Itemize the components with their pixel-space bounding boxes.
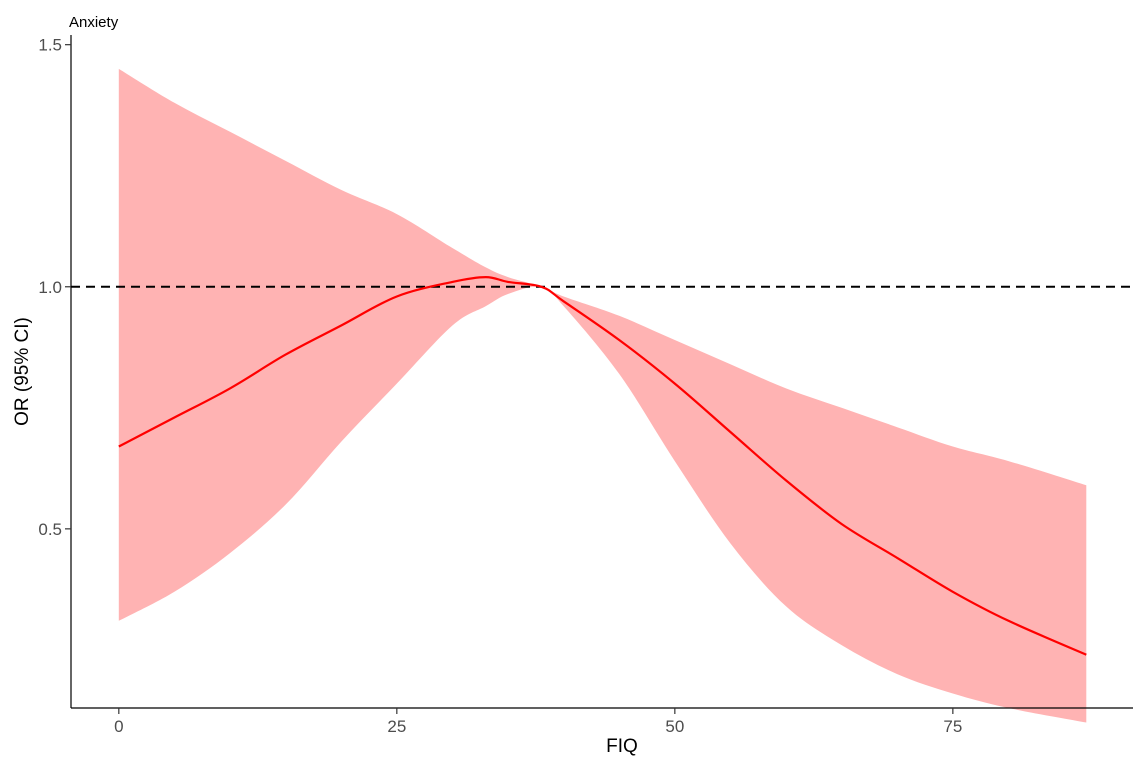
- plot-area: [71, 68, 1133, 723]
- y-tick-label: 1.0: [38, 278, 62, 297]
- x-tick-label: 25: [387, 717, 406, 736]
- confidence-band: [118, 68, 1087, 723]
- x-axis-ticks: 0 25 50 75: [114, 708, 962, 736]
- y-tick-label: 0.5: [38, 520, 62, 539]
- series-line: [118, 275, 1087, 656]
- y-axis-ticks: 0.5 1.0 1.5: [38, 36, 71, 539]
- x-tick-label: 0: [114, 717, 123, 736]
- x-tick-label: 75: [943, 717, 962, 736]
- y-tick-label: 1.5: [38, 36, 62, 55]
- x-tick-label: 50: [665, 717, 684, 736]
- y-axis-title: OR (95% CI): [12, 317, 33, 426]
- x-axis-title: FIQ: [606, 736, 638, 757]
- chart-title: Anxiety: [69, 14, 119, 31]
